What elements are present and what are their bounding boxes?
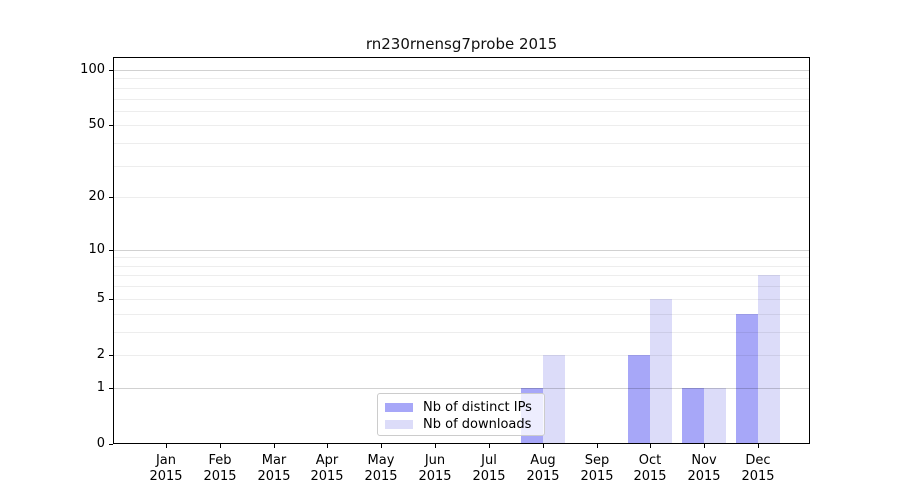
x-tick-year: 2015	[526, 469, 560, 484]
x-tick-label: Nov 2015	[676, 453, 732, 485]
x-tick-month: Aug	[530, 453, 556, 468]
legend-label-distinct-ips: Nb of distinct IPs	[423, 400, 532, 415]
x-tick-year: 2015	[633, 469, 667, 484]
x-tick-month: Mar	[261, 453, 287, 468]
x-tick-label: Sep 2015	[569, 453, 625, 485]
y-tick-label: 1	[96, 380, 105, 395]
gridline-minor	[113, 286, 810, 287]
gridline-major	[113, 388, 810, 389]
chart-title: rn230rnensg7probe 2015	[365, 35, 558, 53]
y-tick-label: 50	[88, 117, 105, 132]
x-tick-label: Oct 2015	[622, 453, 678, 485]
x-tick	[597, 444, 598, 448]
gridline-minor	[113, 111, 810, 112]
x-tick	[435, 444, 436, 448]
x-tick-label: Mar 2015	[246, 453, 302, 485]
x-tick	[650, 444, 651, 448]
bar-downloads-oct	[650, 298, 673, 444]
y-tick	[109, 125, 113, 126]
x-tick-month: Oct	[638, 453, 662, 468]
y-tick-label: 10	[88, 242, 105, 257]
y-tick	[109, 70, 113, 71]
x-tick-label: May 2015	[353, 453, 409, 485]
x-tick	[489, 444, 490, 448]
x-tick-month: Jan	[155, 453, 177, 468]
gridline-minor	[113, 78, 810, 79]
gridline-minor	[113, 166, 810, 167]
x-tick	[381, 444, 382, 448]
x-tick-year: 2015	[310, 469, 344, 484]
x-tick-label: Apr 2015	[299, 453, 355, 485]
x-tick-year: 2015	[741, 469, 775, 484]
gridline-minor	[113, 257, 810, 258]
gridline-minor	[113, 332, 810, 333]
x-tick-label: Jul 2015	[461, 453, 517, 485]
y-tick-label: 100	[80, 62, 105, 77]
x-tick-year: 2015	[203, 469, 237, 484]
y-tick-label: 2	[96, 347, 105, 362]
legend: Nb of distinct IPs Nb of downloads	[377, 393, 545, 436]
legend-label-downloads: Nb of downloads	[423, 417, 532, 432]
bar-distinct-ips-oct	[628, 354, 651, 444]
y-tick	[109, 444, 113, 445]
bar-downloads-nov	[704, 387, 727, 444]
x-tick	[166, 444, 167, 448]
bar-downloads-aug	[542, 354, 565, 444]
y-tick-label: 20	[88, 189, 105, 204]
x-tick-year: 2015	[418, 469, 452, 484]
gridline-minor	[113, 299, 810, 300]
x-tick-year: 2015	[149, 469, 183, 484]
y-tick-label: 5	[96, 291, 105, 306]
x-tick-label: Jan 2015	[138, 453, 194, 485]
y-tick	[109, 299, 113, 300]
x-tick-month: Nov	[691, 453, 717, 468]
x-tick-month: May	[367, 453, 395, 468]
legend-item-downloads: Nb of downloads	[385, 416, 538, 433]
x-tick-year: 2015	[257, 469, 291, 484]
x-tick	[543, 444, 544, 448]
x-tick-label: Aug 2015	[515, 453, 571, 485]
y-tick	[109, 197, 113, 198]
x-tick-year: 2015	[580, 469, 614, 484]
gridline-minor	[113, 88, 810, 89]
x-tick-month: Sep	[584, 453, 610, 468]
x-tick	[327, 444, 328, 448]
gridline-major	[113, 250, 810, 251]
x-tick-month: Apr	[315, 453, 339, 468]
x-tick-label: Feb 2015	[192, 453, 248, 485]
x-tick-month: Feb	[208, 453, 232, 468]
x-tick-label: Dec 2015	[730, 453, 786, 485]
gridline-minor	[113, 314, 810, 315]
gridline-minor	[113, 125, 810, 126]
x-tick-month: Jun	[424, 453, 446, 468]
gridline-minor	[113, 266, 810, 267]
x-tick-month: Jul	[481, 453, 497, 468]
bar-distinct-ips-nov	[682, 387, 705, 444]
gridline-minor	[113, 143, 810, 144]
y-tick	[109, 355, 113, 356]
x-tick-label: Jun 2015	[407, 453, 463, 485]
gridline-minor	[113, 275, 810, 276]
y-tick	[109, 250, 113, 251]
x-tick-year: 2015	[472, 469, 506, 484]
legend-item-distinct-ips: Nb of distinct IPs	[385, 399, 538, 416]
gridline-minor	[113, 355, 810, 356]
x-tick	[220, 444, 221, 448]
bar-distinct-ips-dec	[736, 313, 759, 444]
y-tick-label: 0	[96, 436, 105, 451]
legend-swatch-distinct-ips-icon	[385, 403, 413, 412]
y-tick	[109, 388, 113, 389]
x-tick	[758, 444, 759, 448]
gridline-minor	[113, 99, 810, 100]
legend-swatch-downloads-icon	[385, 420, 413, 429]
x-tick-year: 2015	[687, 469, 721, 484]
x-tick	[274, 444, 275, 448]
x-tick	[704, 444, 705, 448]
gridline-minor	[113, 197, 810, 198]
x-tick-year: 2015	[364, 469, 398, 484]
x-tick-month: Dec	[745, 453, 771, 468]
bar-downloads-dec	[758, 275, 781, 444]
gridline-major	[113, 70, 810, 71]
